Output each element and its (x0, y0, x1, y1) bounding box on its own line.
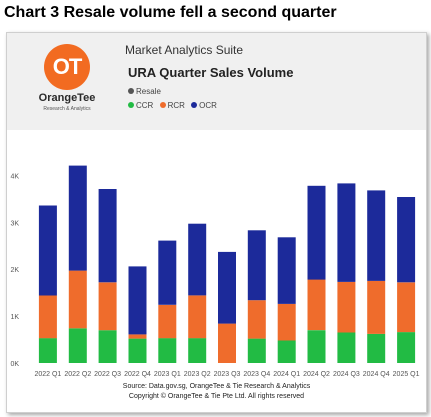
legend-dot-ccr (128, 102, 134, 108)
page-title: Chart 3 Resale volume fell a second quar… (4, 4, 337, 21)
x-tick-label: 2022 Q3 (94, 371, 121, 378)
bar-rcr-7[interactable] (247, 300, 266, 339)
logo-letters: OT (52, 54, 83, 79)
x-tick-label: 2023 Q4 (243, 371, 270, 378)
bar-ocr-7[interactable] (247, 230, 266, 301)
legend-dot-resale (128, 88, 134, 94)
legend-label-resale: Resale (136, 87, 161, 96)
bar-rcr-1[interactable] (68, 270, 87, 329)
bar-ccr-1[interactable] (68, 328, 87, 363)
bar-ccr-9[interactable] (307, 330, 326, 363)
legend-item-rcr[interactable]: RCR (159, 101, 185, 110)
legend-item-resale[interactable]: Resale (128, 87, 161, 96)
chart-title: URA Quarter Sales Volume (128, 65, 294, 80)
bar-ccr-3[interactable] (128, 338, 147, 363)
bar-ocr-6[interactable] (218, 251, 236, 324)
bar-ocr-2[interactable] (98, 189, 117, 283)
legend-label-ocr: OCR (199, 101, 217, 110)
bar-ccr-10[interactable] (337, 332, 356, 364)
header-band: OT OrangeTee Research & Analytics Market… (7, 33, 426, 130)
bar-ocr-4[interactable] (158, 240, 177, 305)
logo-icon: OT (44, 44, 90, 90)
x-tick-label: 2024 Q4 (363, 371, 390, 378)
x-tick-label: 2022 Q2 (64, 371, 91, 378)
logo-tagline: Research & Analytics (43, 106, 91, 112)
y-tick-label: 3K (10, 220, 19, 227)
bar-rcr-11[interactable] (367, 280, 386, 334)
legend-dot-rcr (159, 102, 166, 108)
bar-rcr-0[interactable] (38, 295, 57, 339)
legend-row-1: Resale (128, 87, 165, 96)
x-tick-label: 2023 Q3 (214, 371, 241, 378)
x-tick-label: 2024 Q1 (273, 371, 300, 378)
source-note: Source: Data.gov.sg, OrangeTee & Tie Res… (122, 383, 311, 390)
legend-item-ocr[interactable]: OCR (191, 101, 217, 110)
bar-rcr-10[interactable] (337, 281, 356, 333)
bar-rcr-9[interactable] (307, 279, 326, 331)
bar-ocr-5[interactable] (188, 223, 207, 296)
bar-ocr-1[interactable] (68, 165, 87, 271)
bar-ccr-4[interactable] (158, 338, 177, 363)
legend-label-ccr: CCR (136, 101, 154, 110)
bar-ocr-10[interactable] (337, 183, 356, 282)
x-tick-label: 2025 Q1 (393, 371, 420, 378)
logo-name: OrangeTee (38, 92, 96, 104)
x-tick-label: 2024 Q3 (333, 371, 360, 378)
bar-ocr-9[interactable] (307, 185, 326, 280)
y-tick-label: 4K (10, 173, 19, 180)
bar-rcr-12[interactable] (397, 282, 416, 333)
chart-panel: OT OrangeTee Research & Analytics Market… (6, 32, 427, 413)
bar-ocr-8[interactable] (277, 237, 296, 304)
y-tick-label: 2K (10, 267, 19, 274)
x-tick-label: 2023 Q1 (154, 371, 181, 378)
bar-ocr-3[interactable] (128, 266, 147, 335)
y-tick-label: 1K (10, 314, 19, 321)
bar-ccr-7[interactable] (247, 338, 266, 363)
y-tick-label: 0K (10, 361, 19, 368)
bar-ccr-5[interactable] (188, 338, 207, 363)
bar-ocr-11[interactable] (367, 190, 386, 281)
x-tick-label: 2022 Q4 (124, 371, 151, 378)
legend-dot-ocr (191, 102, 198, 108)
bar-rcr-3[interactable] (128, 334, 147, 339)
x-tick-label: 2023 Q2 (184, 371, 211, 378)
bar-ccr-8[interactable] (277, 340, 296, 364)
legend-row-2: CCR RCR OCR (128, 101, 221, 110)
bar-rcr-2[interactable] (98, 282, 117, 331)
legend-item-ccr[interactable]: CCR (128, 101, 153, 110)
bar-ocr-12[interactable] (397, 197, 416, 283)
copyright-note: Copyright © OrangeTee & Tie Pte Ltd. All… (128, 393, 305, 400)
bar-ccr-11[interactable] (367, 333, 386, 363)
bar-rcr-6[interactable] (218, 323, 236, 363)
bar-ccr-12[interactable] (397, 332, 416, 363)
suite-title: Market Analytics Suite (125, 43, 244, 57)
bar-ccr-0[interactable] (38, 338, 57, 363)
bar-rcr-8[interactable] (277, 303, 296, 341)
bar-rcr-5[interactable] (188, 295, 207, 339)
bar-ocr-0[interactable] (38, 205, 57, 296)
bar-rcr-4[interactable] (158, 304, 177, 339)
x-tick-label: 2022 Q1 (34, 371, 61, 378)
legend-label-rcr: RCR (167, 101, 185, 110)
bar-ccr-2[interactable] (98, 330, 117, 363)
x-tick-label: 2024 Q2 (303, 371, 330, 378)
